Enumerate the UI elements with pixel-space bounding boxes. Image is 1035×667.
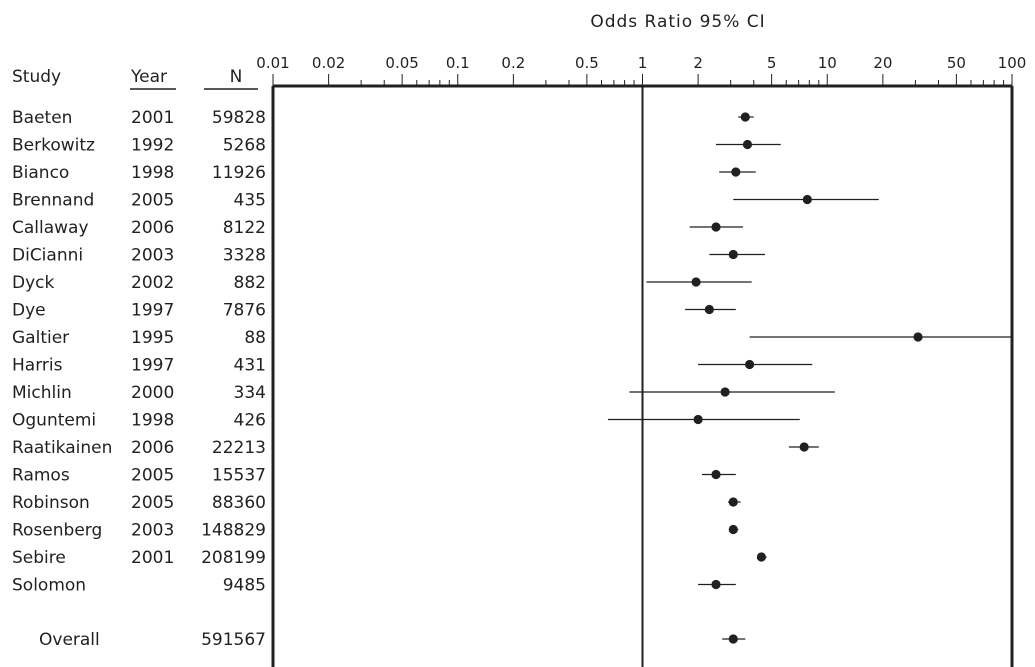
study-n: 9485 xyxy=(223,576,266,596)
study-name: Bianco xyxy=(12,163,69,183)
study-n: 5268 xyxy=(223,136,266,156)
point-estimate xyxy=(802,194,812,205)
x-axis: Odds Ratio 95% CI 0.01 0.02 0.05 0.1 0.2 0.5 1 2… xyxy=(256,12,1026,86)
study-n: 148829 xyxy=(201,521,266,541)
point-estimate xyxy=(913,332,923,342)
point-estimate xyxy=(728,497,738,507)
study-year: 2000 xyxy=(131,383,174,403)
study-year: 2003 xyxy=(131,521,174,541)
study-n: 22213 xyxy=(212,438,266,458)
study-name: Sebire xyxy=(12,548,66,568)
study-name: Ramos xyxy=(12,466,70,486)
study-name: Raatikainen xyxy=(12,438,112,458)
column-header-study: Study xyxy=(12,67,61,87)
study-year: 1992 xyxy=(131,136,174,156)
tick-label: 100 xyxy=(998,54,1027,72)
study-year: 2003 xyxy=(131,246,174,266)
point-estimate xyxy=(799,442,809,452)
study-name: DiCianni xyxy=(12,246,83,266)
study-n: 426 xyxy=(234,411,266,431)
study-n: 591567 xyxy=(201,630,266,650)
tick-label: 1 xyxy=(638,54,648,72)
study-n: 11926 xyxy=(212,163,266,183)
plot-frame xyxy=(271,84,1014,667)
point-estimate xyxy=(756,552,766,562)
study-name: Harris xyxy=(12,356,63,376)
study-year: 2005 xyxy=(131,466,174,486)
tick-label: 50 xyxy=(947,54,966,72)
study-year: 2005 xyxy=(131,191,174,211)
study-name: Oguntemi xyxy=(12,411,96,431)
study-n: 7876 xyxy=(223,301,266,321)
tick-label: 2 xyxy=(693,54,703,72)
point-estimate xyxy=(728,634,738,644)
tick-label: 5 xyxy=(767,54,777,72)
study-n: 431 xyxy=(234,356,266,376)
study-n: 8122 xyxy=(223,218,266,238)
study-name: Michlin xyxy=(12,383,72,403)
study-name: Rosenberg xyxy=(12,521,102,541)
point-estimate xyxy=(742,139,753,150)
point-estimate xyxy=(731,167,741,177)
tick-label: 0.01 xyxy=(256,54,289,72)
tick-label: 0.1 xyxy=(446,54,470,72)
point-estimate xyxy=(704,304,714,315)
study-n: 334 xyxy=(234,383,266,403)
study-year: 2006 xyxy=(131,218,174,238)
point-estimate xyxy=(691,277,701,287)
study-year: 1998 xyxy=(131,163,174,183)
study-year: 2006 xyxy=(131,438,174,458)
study-year: 1997 xyxy=(131,356,174,376)
study-n: 88360 xyxy=(212,493,266,513)
study-name: Galtier xyxy=(12,328,69,348)
point-estimate xyxy=(728,249,738,260)
study-name: Baeten xyxy=(12,108,72,128)
point-estimate xyxy=(745,359,755,370)
study-n: 59828 xyxy=(212,108,266,128)
study-n: 15537 xyxy=(212,466,266,486)
study-name: Brennand xyxy=(12,191,94,211)
column-header-n: N xyxy=(230,67,243,87)
point-estimate xyxy=(711,222,721,232)
study-n: 882 xyxy=(234,273,266,293)
study-name: Overall xyxy=(39,630,100,650)
forest-marks xyxy=(607,112,1012,644)
point-estimate xyxy=(693,414,703,425)
chart-title: Odds Ratio 95% CI xyxy=(590,12,765,32)
tick-label: 0.02 xyxy=(312,54,345,72)
study-n: 88 xyxy=(244,328,266,348)
tick-label: 10 xyxy=(818,54,837,72)
study-year: 2001 xyxy=(131,548,174,568)
study-year: 1998 xyxy=(131,411,174,431)
column-header-year: Year xyxy=(130,67,167,87)
study-name: Callaway xyxy=(12,218,89,238)
study-name: Dye xyxy=(12,301,46,321)
point-estimate xyxy=(711,469,721,480)
tick-label: 0.2 xyxy=(501,54,525,72)
study-table: Study Year N Baeten 2001 59828 Berkowitz 1992 52… xyxy=(12,67,266,650)
point-estimate xyxy=(711,579,721,590)
study-year: 2005 xyxy=(131,493,174,513)
study-n: 435 xyxy=(234,191,266,211)
study-name: Solomon xyxy=(12,576,86,596)
study-year: 2001 xyxy=(131,108,174,128)
tick-label: 0.5 xyxy=(575,54,599,72)
tick-label: 20 xyxy=(873,54,892,72)
study-year: 1997 xyxy=(131,301,174,321)
study-name: Dyck xyxy=(12,273,54,293)
study-n: 3328 xyxy=(223,246,266,266)
study-year: 1995 xyxy=(131,328,174,348)
tick-label: 0.05 xyxy=(385,54,418,72)
study-name: Berkowitz xyxy=(12,136,95,156)
point-estimate xyxy=(728,524,738,535)
study-year: 2002 xyxy=(131,273,174,293)
study-name: Robinson xyxy=(12,493,90,513)
point-estimate xyxy=(720,387,730,397)
point-estimate xyxy=(740,112,750,122)
study-n: 208199 xyxy=(201,548,266,568)
